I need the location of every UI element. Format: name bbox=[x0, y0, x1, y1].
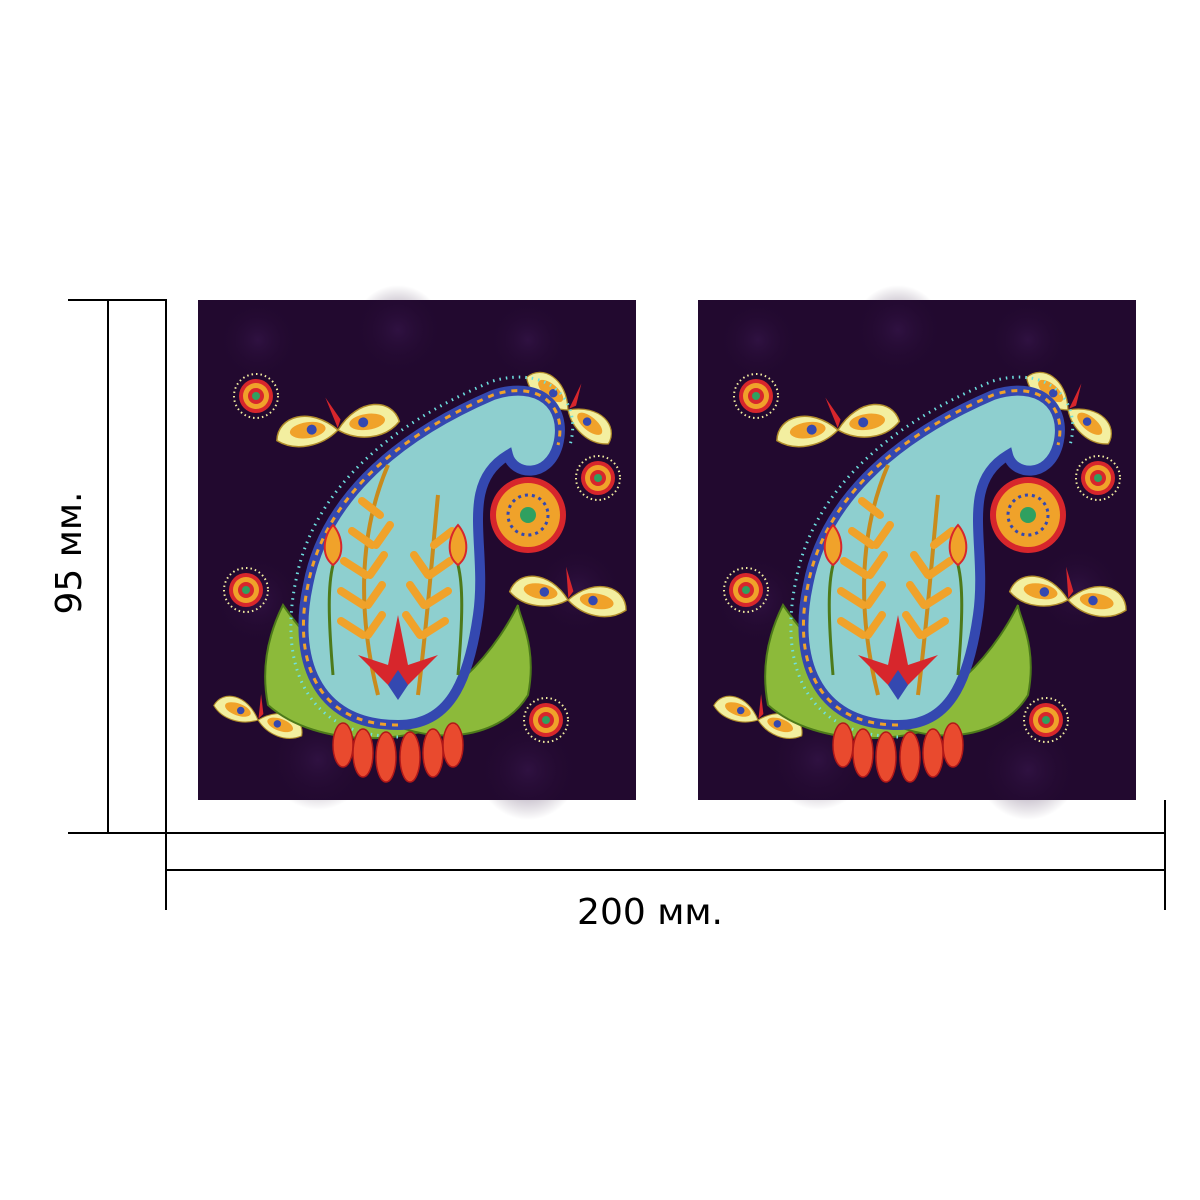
right-panel bbox=[698, 285, 1136, 820]
width-dimension-line bbox=[165, 800, 1166, 910]
height-label: 95 мм. bbox=[49, 491, 90, 615]
height-dimension-line bbox=[68, 299, 167, 834]
width-label: 200 мм. bbox=[577, 892, 723, 933]
left-panel bbox=[198, 285, 636, 820]
